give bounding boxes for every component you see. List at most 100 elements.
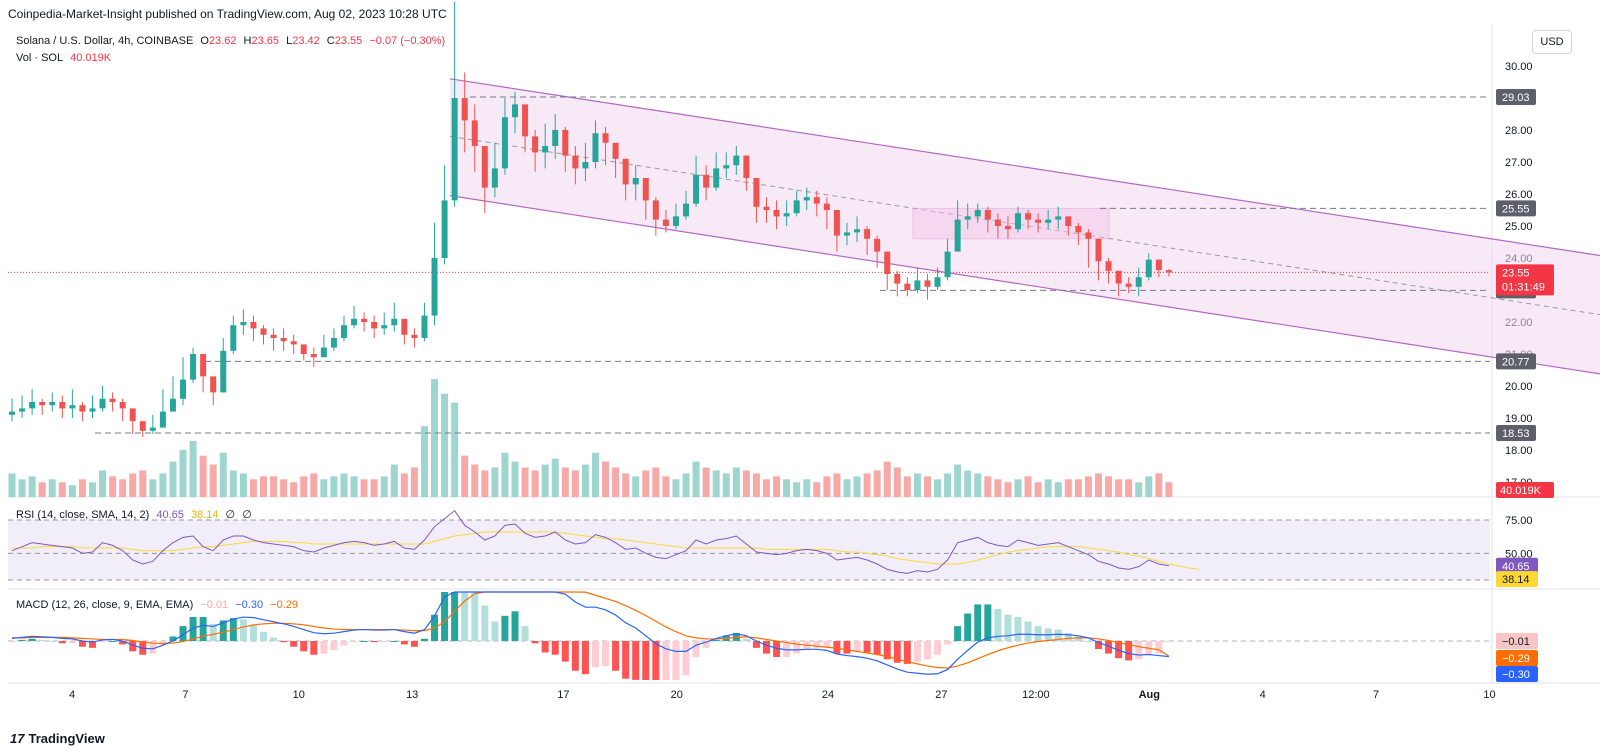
volume-bar [752,473,760,497]
macd-histogram-bar [541,641,549,653]
volume-bar [883,461,891,497]
candle-body [1045,219,1052,223]
candle-body [169,398,176,412]
macd-histogram-bar [903,641,911,664]
symbol-legend[interactable]: Solana / U.S. Dollar, 4h, COINBASE O23.6… [16,35,449,47]
macd-histogram-bar [199,616,207,641]
volume-bar [1024,476,1032,497]
volume-bar [622,473,630,497]
volume-bar [994,479,1002,497]
tradingview-footer[interactable]: 17 TradingView [10,731,105,746]
volume-bar [964,470,972,497]
candle-body [69,405,76,409]
macd-legend[interactable]: MACD (12, 26, close, 9, EMA, EMA) −0.01 … [16,599,302,611]
macd-histogram-bar [923,641,931,660]
macd-histogram-bar [109,641,117,642]
candle-body [874,238,881,252]
macd-histogram-bar [481,605,489,641]
rsi-extra-1: ∅ [225,509,236,521]
volume-bar [893,467,901,497]
volume-bar [913,473,921,497]
price-tick-label: 18.00 [1505,445,1533,457]
volume-bar [119,479,127,497]
volume-bar [169,461,177,497]
macd-histogram-bar [149,641,157,654]
macd-histogram-bar [280,641,288,643]
macd-histogram-bar [340,641,348,646]
macd-histogram-bar [702,641,710,648]
candle-body [894,274,901,284]
volume-bar [642,470,650,497]
ohlc-change: −0.07 (−0.30%) [369,35,446,47]
level-label-bg [1496,89,1536,106]
candle-body [773,210,780,217]
macd-histogram-bar [813,641,821,648]
candle-body [99,398,106,409]
candle-body [39,402,46,406]
volume-bar [1084,476,1092,497]
level-label-bg [1496,200,1536,217]
tradingview-brand: TradingView [28,731,105,746]
macd-histogram-bar [531,641,539,644]
volume-label: Vol · SOL [16,52,64,64]
macd-histogram-bar [300,641,308,652]
volume-bar [813,482,821,497]
volume-bar [99,470,107,497]
ohlc-close: C23.55 [326,35,363,47]
macd-histogram-bar [1064,632,1072,641]
macd-histogram-bar [602,641,610,667]
candle-body [119,402,126,409]
macd-histogram-bar [270,637,278,641]
macd-histogram-bar [400,641,408,645]
macd-histogram-bar [863,641,871,653]
macd-histogram-bar [18,639,26,641]
candle-body [703,174,710,188]
macd-histogram-bar [320,641,328,654]
volume-last-label: 40.019K [1500,485,1542,497]
volume-bar [420,426,428,497]
candle-body [481,146,488,188]
macd-histogram-bar [1014,616,1022,641]
candle-body [652,200,659,220]
volume-bar [823,476,831,497]
candle-body [159,411,166,428]
macd-histogram-bar [350,641,358,643]
volume-bar [1044,479,1052,497]
time-axis-label: Aug [1139,689,1160,701]
candle-body [421,315,428,338]
macd-histogram-bar [823,641,831,648]
candle-body [1065,216,1072,226]
volume-bar [541,464,549,497]
macd-histogram-bar [571,641,579,671]
candle-body [310,354,317,358]
volume-label-bg [1496,482,1554,498]
candle-body [552,130,559,146]
macd-histogram-bar [330,641,338,651]
rsi-legend[interactable]: RSI (14, close, SMA, 14, 2) 40.65 38.14 … [16,508,256,521]
macd-histogram-bar [451,592,459,641]
candle-body [602,133,609,143]
candle-body [914,280,921,290]
macd-histogram-bar [78,641,86,647]
volume-bar [531,470,539,497]
macd-histogram-bar [944,641,952,645]
rsi-label: RSI (14, close, SMA, 14, 2) [16,509,150,521]
macd-histogram-bar [48,641,56,642]
volume-bar [1074,479,1082,497]
macd-histogram-bar [501,615,509,641]
candle-body [723,165,730,169]
candle-body [854,229,861,233]
volume-bar [652,467,660,497]
volume-bar [380,476,388,497]
volume-bar [350,476,358,497]
currency-selector[interactable]: USD [1532,30,1572,54]
macd-histogram-bar [129,641,137,652]
price-tick-label: 30.00 [1505,61,1533,73]
macd-histogram-bar [360,641,368,642]
volume-legend[interactable]: Vol · SOL 40.019K [16,52,115,64]
symbol-name[interactable]: Solana / U.S. Dollar, 4h, COINBASE [16,35,194,47]
candle-body [803,197,810,201]
volume-bar [1145,476,1153,497]
candle-body [934,277,941,287]
candle-body [250,322,257,329]
